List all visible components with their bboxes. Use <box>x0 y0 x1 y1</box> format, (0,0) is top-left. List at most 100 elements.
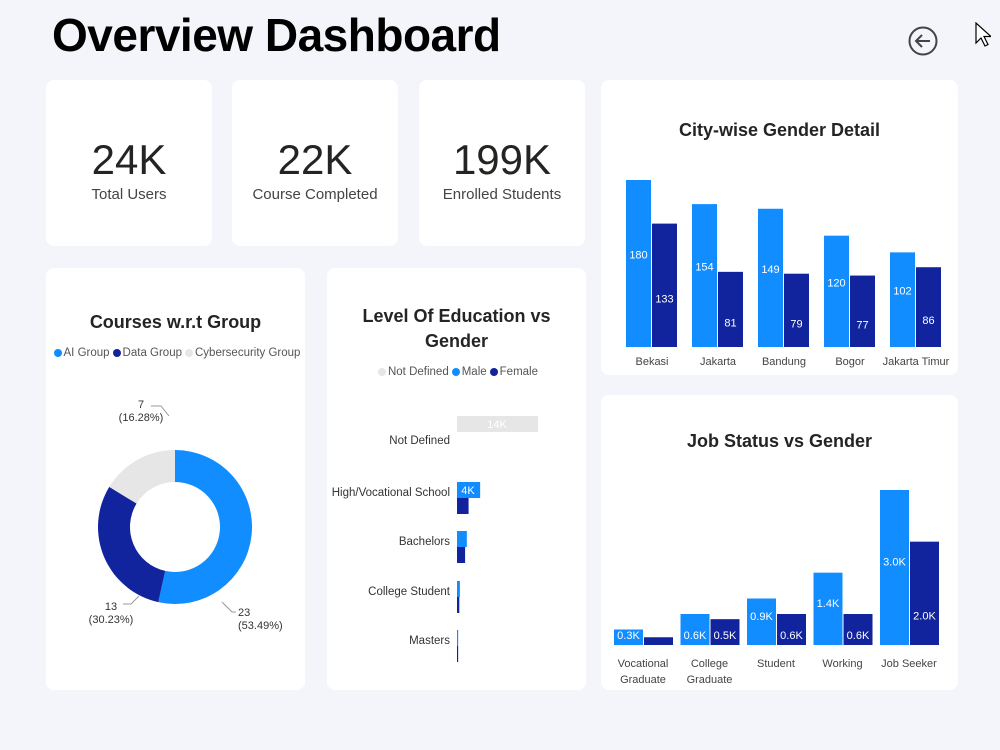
kpi-value: 22K <box>277 136 353 183</box>
data-label: 180 <box>629 250 647 262</box>
arrow-left-circle-icon[interactable] <box>908 26 938 56</box>
bar <box>614 629 643 645</box>
tick-label: Bandung <box>762 356 806 368</box>
legend-dot <box>377 368 386 376</box>
bar <box>910 541 939 645</box>
tick-label: Bekasi <box>635 356 668 368</box>
data-label: 0.6K <box>684 630 707 642</box>
tick-label: Not Defined <box>389 435 450 447</box>
data-label: 79 <box>790 318 802 330</box>
legend-label: Data Group <box>122 347 182 359</box>
legend-label: Female <box>499 366 539 378</box>
chart-title: Courses w.r.t Group <box>89 312 262 332</box>
page-title: Overview Dashboard <box>52 9 501 61</box>
bar <box>843 614 873 645</box>
bar <box>850 275 875 347</box>
mouse-cursor-icon <box>975 22 991 47</box>
legend-label: Cybersecurity Group <box>195 347 301 359</box>
bar <box>457 531 467 547</box>
bar <box>747 598 776 645</box>
bar <box>457 646 459 662</box>
data-label: 77 <box>856 319 868 331</box>
data-label: 0.3K <box>617 630 640 642</box>
bar <box>457 547 466 563</box>
city-gender-chart: 180 133 Bekasi 154 81 Jakarta 149 79 Bandung 120 7… <box>626 180 950 368</box>
data-label: 0.6K <box>780 630 803 642</box>
kpi-total-users: 24K Total Users <box>46 80 212 246</box>
courses-donut-chart: 23(53.49%) 13(30.23%) 7(16.28%) <box>89 399 283 632</box>
bar <box>457 416 538 432</box>
chart-title: City-wise Gender Detail <box>678 120 881 140</box>
bar <box>680 614 710 645</box>
legend-dot <box>185 349 193 357</box>
donut-slice <box>98 486 166 603</box>
data-label: 102 <box>893 286 911 298</box>
kpi-label: Total Users <box>91 186 167 203</box>
kpi-value: 24K <box>91 136 167 183</box>
data-label: 0.5K <box>714 630 737 642</box>
city-gender-card: City-wise Gender Detail 180 133 Bekasi 154 8… <box>601 80 958 375</box>
tick-label: Jakarta Timur <box>883 356 950 368</box>
tick-label: Working <box>822 658 862 670</box>
tick-label: Bachelors <box>399 536 450 548</box>
legend: AI Group Data Group Cybersecurity Group <box>46 347 305 359</box>
legend-label: Male <box>461 366 487 378</box>
chart-title: Job Status vs Gender <box>686 431 873 451</box>
bar <box>457 597 460 613</box>
bar <box>758 208 783 347</box>
bar <box>813 572 843 645</box>
tick-label: College <box>691 658 728 670</box>
bar <box>710 619 740 645</box>
data-label: 23 <box>238 607 250 619</box>
tick-label: College Student <box>368 586 451 598</box>
kpi-enrolled-students: 199K Enrolled Students <box>419 80 585 246</box>
data-label: 3.0K <box>883 557 906 569</box>
leader-line <box>221 601 236 613</box>
kpi-value: 199K <box>452 136 552 183</box>
courses-group-card: Courses w.r.t Group AI Group Data Group Cy… <box>46 268 305 690</box>
bar <box>457 498 469 514</box>
data-label: 120 <box>827 277 845 289</box>
legend-label: Not Defined <box>387 366 449 378</box>
data-label: 14K <box>487 419 507 431</box>
bar <box>777 614 806 645</box>
data-label: (53.49%) <box>238 620 283 632</box>
tick-label: Bogor <box>835 356 865 368</box>
data-label: 4K <box>461 485 475 497</box>
bar <box>880 490 909 645</box>
data-label: 154 <box>695 262 713 274</box>
donut-slice <box>158 450 252 604</box>
tick-label: Graduate <box>687 674 733 686</box>
legend: Not Defined Male Female <box>327 366 586 378</box>
data-label: 7 <box>138 399 144 411</box>
job-gender-chart: 0.3K Vocational Graduate 0.6K 0.5K College Gra… <box>614 490 939 686</box>
data-label: 0.9K <box>750 611 773 623</box>
data-label: (30.23%) <box>89 614 134 626</box>
bar <box>457 581 460 597</box>
bar <box>916 267 941 347</box>
kpi-course-completed: 22K Course Completed <box>232 80 398 246</box>
tick-label: High/Vocational School <box>332 487 450 499</box>
bar <box>457 630 459 646</box>
education-gender-chart: Not Defined High/Vocational School Bachelo… <box>332 416 538 662</box>
kpi-label: Enrolled Students <box>442 186 562 203</box>
data-label: (16.28%) <box>119 412 164 424</box>
tick-label: Job Seeker <box>881 658 937 670</box>
data-label: 133 <box>655 293 673 305</box>
bar <box>457 482 481 498</box>
donut-slice <box>109 450 175 504</box>
tick-label: Vocational <box>618 658 669 670</box>
bar <box>784 273 809 347</box>
tick-label: Masters <box>409 635 450 647</box>
tick-label: Jakarta <box>700 356 737 368</box>
education-gender-card: Level Of Education vs Gender Not Defined… <box>327 268 586 690</box>
leader-line <box>151 405 170 417</box>
tick-label: Graduate <box>620 674 666 686</box>
bar <box>890 252 915 347</box>
bar <box>644 637 673 645</box>
legend-dot <box>53 349 62 357</box>
legend-dot <box>112 349 121 357</box>
kpi-label: Course Completed <box>252 186 378 203</box>
job-gender-card: Job Status vs Gender 0.3K Vocational Gradu… <box>601 395 958 690</box>
bar <box>718 271 743 347</box>
